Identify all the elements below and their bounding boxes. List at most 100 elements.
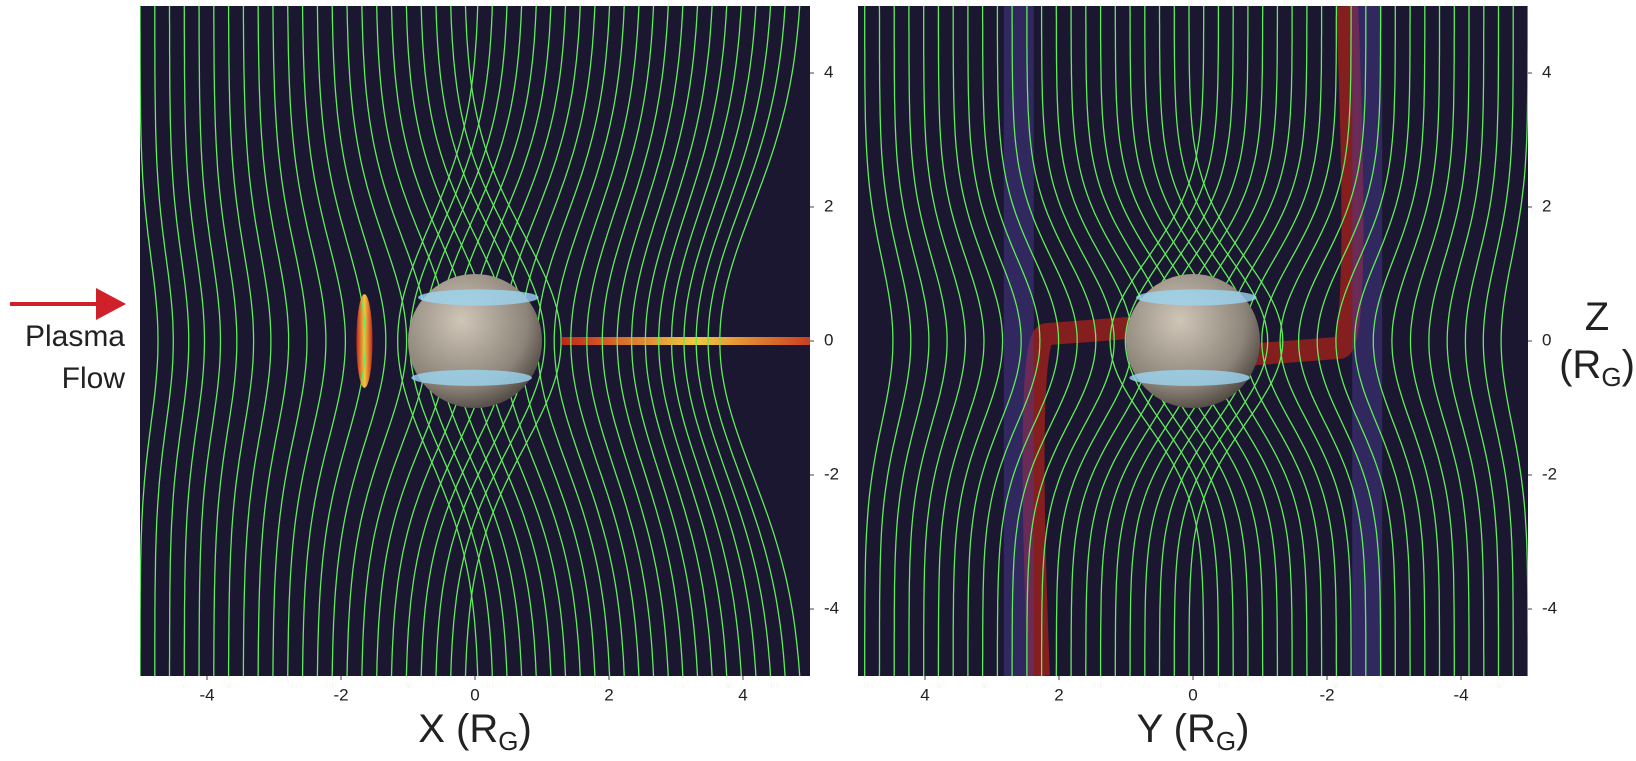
x-tick-label: -4 [199,685,214,704]
field-line [670,6,742,676]
current-sheet [562,337,810,345]
aurora [1129,369,1250,386]
field-line [1109,6,1205,676]
field-line [864,6,894,676]
field-line [1040,6,1115,676]
x-axis-label: X (RG) [418,707,532,756]
field-line [878,6,912,676]
field-line [553,6,625,676]
x-axis-label-part: ) [1236,707,1249,751]
field-line [1391,6,1441,676]
magnetopause [356,294,373,388]
y-axis-label-part: G [1601,362,1621,392]
aurora [1136,289,1257,306]
x-axis-label: Y (RG) [1137,707,1250,756]
field-line [1011,6,1078,676]
y-tick-label: -2 [824,464,839,483]
field-line [227,6,255,676]
aurora [411,369,532,386]
y-tick-label: 2 [824,196,833,215]
blue-band [1003,6,1034,676]
field-line [719,6,801,676]
field-line [183,6,206,676]
x-tick-label: -2 [333,685,348,704]
field-line [464,6,562,676]
field-line [707,6,786,676]
field-line [996,6,1060,676]
field-line [198,6,222,676]
field-lines [140,6,810,676]
x-tick-label: 0 [1188,685,1197,704]
field-line [1464,6,1500,676]
x-axis-label-part: ) [518,707,531,751]
field-line [570,6,640,676]
flow-arrowhead [96,288,126,320]
y-axis-label: Z [1585,295,1609,339]
field-line [272,6,308,676]
y-tick-label: 0 [1542,330,1551,349]
field-line [695,6,772,676]
x-tick-label: 4 [738,685,747,704]
field-line [287,6,327,676]
field-line [586,6,655,676]
field-line [1353,6,1411,676]
x-axis-label-part: G [1216,726,1236,756]
current-band [1022,316,1134,676]
field-line [630,6,699,676]
field-line [1335,6,1396,676]
field-line [397,6,479,676]
field-line [213,6,238,676]
field-line [1409,6,1455,676]
aurora [418,289,539,306]
field-line [893,6,930,676]
field-line [331,6,387,676]
field-lines [864,6,1528,676]
y-tick-label: 0 [824,330,833,349]
field-line [967,6,1022,676]
field-line [140,6,159,676]
x-axis-label-part: X (R [418,707,498,751]
x-tick-label: -2 [1319,685,1334,704]
field-line [1482,6,1514,676]
y-axis-label: (RG) [1559,343,1635,392]
field-line [601,6,669,676]
field-line [316,6,367,676]
x-tick-label: 4 [920,685,929,704]
x-tick-label: 2 [1054,685,1063,704]
field-line [908,6,948,676]
x-axis-label-part: G [498,726,518,756]
field-line [1446,6,1485,676]
x-tick-label: 2 [604,685,613,704]
field-line [301,6,347,676]
x-tick-label: 0 [470,685,479,704]
field-line [1124,6,1220,676]
annotation: Flow [62,362,126,395]
y-tick-label: -4 [1542,598,1557,617]
field-line [1188,6,1284,676]
field-line [644,6,713,676]
field-line [1372,6,1426,676]
blue-band [1352,6,1383,676]
y-axis-label-part: ) [1622,343,1635,387]
field-line [1297,6,1367,676]
field-line [1261,6,1338,676]
field-line [154,6,174,676]
field-line [683,6,757,676]
field-line [1026,6,1097,676]
y-tick-label: 4 [1542,62,1551,81]
field-line [1279,6,1352,676]
field-line [981,6,1041,676]
y-axis-label-part: (R [1559,343,1601,387]
x-axis-label-part: Y (R [1137,707,1216,751]
field-line [1428,6,1470,676]
y-tick-label: 4 [824,62,833,81]
field-line [952,6,1004,676]
annotation: Plasma [25,320,125,353]
field-line [1500,6,1528,676]
field-line [616,6,684,676]
field-line [923,6,967,676]
field-line [168,6,190,676]
field-line [346,6,408,676]
field-line [1173,6,1269,676]
